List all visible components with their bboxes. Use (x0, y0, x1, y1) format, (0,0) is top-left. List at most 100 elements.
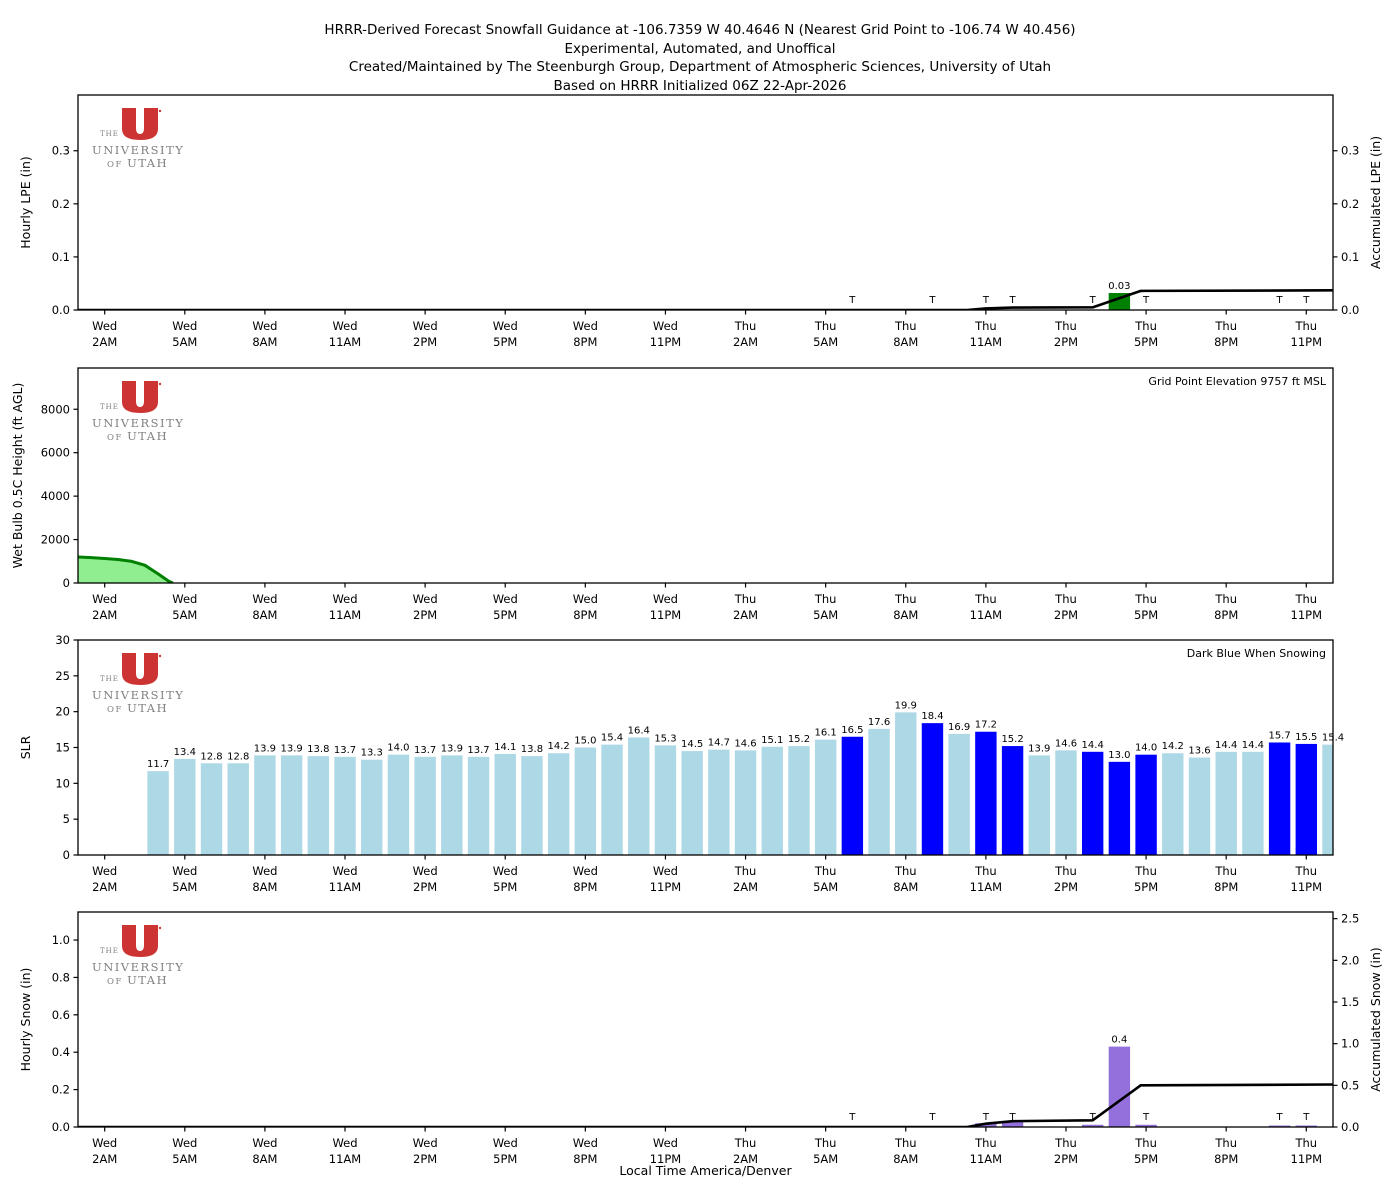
slr-bar-label: 15.4 (601, 733, 623, 744)
slr-bar (681, 751, 703, 855)
slr-bar-label: 16.5 (841, 725, 863, 736)
accumulated-line (78, 1083, 1333, 1127)
x-tick-label: Wed (653, 592, 678, 606)
y-tick-right-label: 0.0 (1341, 1120, 1359, 1134)
panel-hourly-snow-plot-area (78, 1046, 1333, 1127)
x-tick-label: Wed (332, 1136, 357, 1150)
panel-hourly-lpe: T T T T T T T T 0.03 Wed 2AM Wed 5AM Wed 8AM Wed 11AM Wed… (18, 94, 1383, 349)
slr-bar (574, 747, 597, 855)
trace-marker: T (1276, 295, 1284, 306)
x-tick-label: 2PM (413, 335, 437, 349)
slr-bar-label: 14.4 (1215, 740, 1237, 751)
x-tick-label: 5PM (493, 335, 517, 349)
slr-bar (441, 755, 463, 855)
slr-bar (841, 736, 864, 855)
x-tick-label: Thu (1214, 592, 1237, 606)
x-tick-label: Wed (573, 864, 598, 878)
slr-bar (494, 753, 516, 855)
logo-university: UNIVERSITY (92, 960, 184, 974)
y-tick-right-label: 2.0 (1341, 953, 1359, 967)
slr-bar (467, 756, 490, 855)
logo-of-utah: OF UTAH (107, 973, 168, 987)
slr-bar-label: 14.4 (1082, 740, 1104, 751)
trace-marker: T (928, 295, 936, 306)
slr-bar-label: 13.9 (1028, 743, 1050, 754)
slr-bar (628, 737, 650, 855)
x-tick-label: Thu (1294, 864, 1317, 878)
x-tick-label: 11PM (650, 608, 682, 622)
registered-mark-dot (158, 654, 162, 658)
slr-bar (254, 755, 276, 855)
x-tick-label: Wed (653, 1136, 678, 1150)
slr-bar-label: 12.8 (200, 751, 222, 762)
x-tick-label: 5AM (813, 608, 838, 622)
x-tick-label: 5PM (1134, 608, 1158, 622)
slr-bar-label: 14.2 (1162, 741, 1184, 752)
utah-u-icon (122, 381, 158, 413)
y-tick-label: 0.4 (52, 1045, 70, 1059)
x-tick-label: Thu (814, 592, 837, 606)
utah-u-icon (122, 108, 158, 140)
x-tick-label: 8AM (252, 335, 277, 349)
slr-bar-label: 15.0 (574, 736, 596, 747)
slr-bar-label: 15.2 (788, 734, 810, 745)
slr-bar (1295, 743, 1317, 855)
y-axis-label-left: SLR (18, 735, 33, 759)
y-tick-label: 0.0 (52, 303, 70, 317)
y-axis-label-left: Hourly LPE (in) (18, 156, 33, 248)
trace-marker: T (1142, 295, 1150, 306)
y-tick-label: 5 (63, 812, 70, 826)
slr-bar-label: 14.0 (387, 743, 409, 754)
wet-bulb-line (78, 555, 174, 583)
hourly-snow-bar (1001, 1121, 1024, 1127)
x-tick-label: Wed (172, 864, 197, 878)
x-tick-label: 8PM (1214, 335, 1238, 349)
slr-bar (1322, 744, 1333, 855)
slr-bar (1268, 742, 1291, 855)
x-tick-label: 2AM (733, 880, 758, 894)
slr-bar-label: 18.4 (921, 711, 943, 722)
x-tick-label: 8AM (893, 608, 918, 622)
slr-bar (1188, 757, 1211, 855)
y-tick-label: 8000 (41, 402, 70, 416)
x-tick-label: 5PM (493, 1152, 517, 1166)
x-tick-label: 2AM (92, 335, 117, 349)
x-tick-label: Thu (734, 864, 757, 878)
slr-bar (1135, 754, 1157, 855)
trace-marker: T (1302, 1112, 1310, 1123)
x-tick-label: 2PM (413, 1152, 437, 1166)
x-tick-label: 2AM (733, 335, 758, 349)
logo-of-utah: OF UTAH (107, 701, 168, 715)
registered-mark-dot (158, 109, 162, 113)
trace-marker: T (848, 1112, 856, 1123)
x-tick-label: 2AM (92, 1152, 117, 1166)
x-tick-label: Wed (252, 1136, 277, 1150)
slr-bar-label: 13.9 (254, 743, 276, 754)
y-tick-label: 6000 (41, 446, 70, 460)
x-tick-label: 2PM (1054, 335, 1078, 349)
logo-the: THE (100, 130, 119, 138)
x-tick-label: 2AM (733, 1152, 758, 1166)
panel-annotation: Dark Blue When Snowing (1187, 647, 1326, 660)
slr-bar-label: 14.6 (734, 738, 756, 749)
logo-of-utah: OF UTAH (107, 429, 168, 443)
slr-bar (280, 755, 303, 855)
x-tick-label: Wed (332, 319, 357, 333)
slr-bar (708, 749, 730, 855)
x-tick-label: 11AM (329, 1152, 361, 1166)
x-tick-label: 5PM (1134, 1152, 1158, 1166)
x-tick-label: Thu (814, 1136, 837, 1150)
x-tick-label: 8PM (573, 1152, 597, 1166)
title-line-4: Based on HRRR Initialized 06Z 22-Apr-202… (553, 77, 847, 94)
panel-frame (77, 367, 1334, 584)
trace-marker: T (982, 295, 990, 306)
x-tick-label: Wed (653, 319, 678, 333)
slr-bar (1108, 761, 1131, 855)
x-tick-label: 11AM (970, 608, 1002, 622)
panel-hourly-lpe-plot-area (78, 289, 1333, 310)
logo-of-utah: OF UTAH (107, 156, 168, 170)
x-tick-label: Wed (573, 319, 598, 333)
x-tick-label: 11AM (329, 880, 361, 894)
